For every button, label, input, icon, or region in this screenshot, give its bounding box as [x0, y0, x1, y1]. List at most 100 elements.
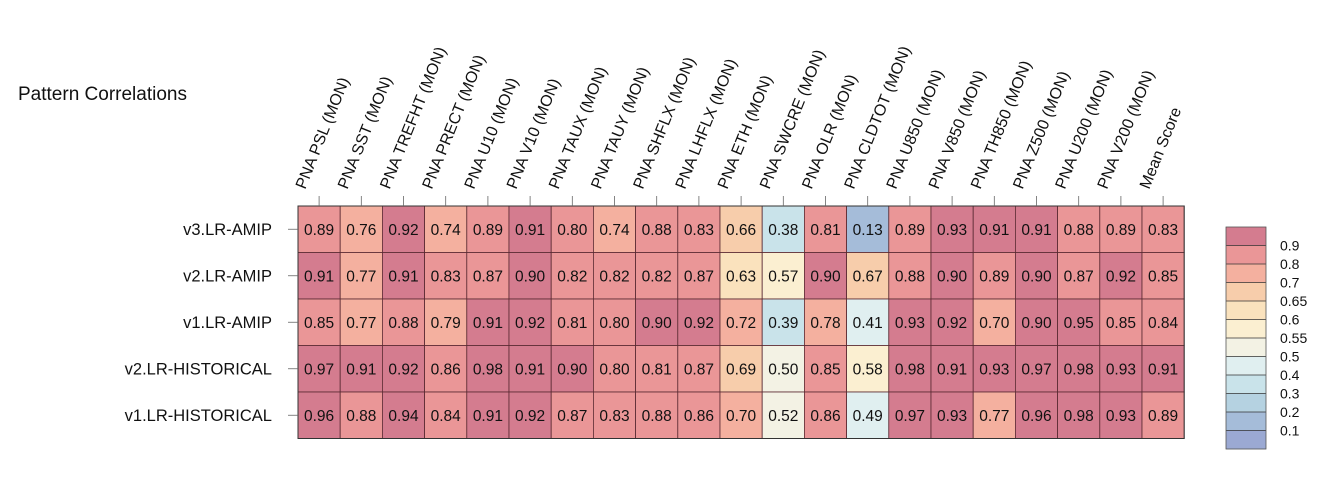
- cell-value-label: 0.91: [1148, 361, 1178, 378]
- heatmap-cell: [846, 345, 890, 393]
- heatmap-cells: 0.89 0.76 0.92 0.74 0.89 0.91 0.80 0.74 0.88 0.83…: [297, 205, 1185, 439]
- cell-value-label: 0.80: [599, 315, 630, 332]
- cell-value-label: 0.92: [515, 315, 545, 332]
- colorbar-tick-label: 0.8: [1280, 256, 1300, 272]
- cell-value-label: 0.50: [768, 361, 799, 378]
- cell-value-label: 0.93: [1106, 361, 1136, 378]
- cell-value-label: 0.93: [979, 361, 1009, 378]
- cell-value-label: 0.83: [431, 268, 461, 285]
- cell-value-label: 0.91: [473, 408, 503, 425]
- colorbar-tick-label: 0.5: [1280, 349, 1300, 365]
- heatmap-cell: [930, 252, 974, 300]
- cell-value-label: 0.91: [1021, 222, 1051, 239]
- cell-value-label: 0.81: [810, 222, 840, 239]
- row-label: v1.LR-AMIP: [183, 314, 272, 332]
- cell-value-label: 0.67: [853, 268, 883, 285]
- heatmap-cell: [508, 252, 552, 300]
- cell-value-label: 0.85: [1148, 268, 1178, 285]
- cell-value-label: 0.92: [388, 361, 418, 378]
- cell-value-label: 0.82: [599, 268, 629, 285]
- heatmap-cell: [846, 298, 890, 346]
- cell-value-label: 0.89: [979, 268, 1009, 285]
- heatmap-cell: [804, 252, 848, 300]
- row-label: v2.LR-AMIP: [183, 267, 272, 285]
- cell-value-label: 0.85: [304, 315, 334, 332]
- heatmap-cell: [677, 391, 721, 439]
- heatmap-cell: [846, 391, 890, 439]
- colorbar-tick-label: 0.3: [1280, 386, 1300, 402]
- cell-value-label: 0.38: [768, 222, 798, 239]
- cell-value-label: 0.86: [431, 361, 461, 378]
- cell-value-label: 0.87: [684, 268, 714, 285]
- cell-value-label: 0.91: [346, 361, 376, 378]
- cell-value-label: 0.90: [1021, 315, 1052, 332]
- heatmap-cell: [593, 298, 637, 346]
- cell-value-label: 0.96: [1021, 408, 1051, 425]
- heatmap-cell: [719, 252, 763, 300]
- colorbar-swatch: [1226, 412, 1266, 431]
- colorbar-swatch: [1226, 245, 1266, 265]
- heatmap-cell: [339, 298, 383, 346]
- cell-value-label: 0.88: [642, 222, 672, 239]
- heatmap-cell: [297, 391, 341, 439]
- heatmap-cell: [719, 391, 763, 439]
- colorbar: 0.9 0.8 0.7 0.65 0.6 0.55 0.5 0.4 0.3 0.2 0.1: [1225, 226, 1307, 450]
- cell-value-label: 0.85: [1106, 315, 1136, 332]
- cell-value-label: 0.91: [979, 222, 1009, 239]
- heatmap-cell: [424, 298, 468, 346]
- cell-value-label: 0.83: [1148, 222, 1178, 239]
- cell-value-label: 0.83: [684, 222, 714, 239]
- cell-value-label: 0.79: [431, 315, 461, 332]
- colorbar-swatch: [1226, 282, 1266, 302]
- heatmap-cell: [804, 391, 848, 439]
- cell-value-label: 0.76: [346, 222, 376, 239]
- heatmap-cell: [1099, 298, 1143, 346]
- cell-value-label: 0.63: [726, 268, 756, 285]
- cell-value-label: 0.90: [515, 268, 546, 285]
- cell-value-label: 0.66: [726, 222, 756, 239]
- colorbar-swatch: [1226, 375, 1266, 394]
- cell-value-label: 0.49: [853, 408, 883, 425]
- cell-value-label: 0.41: [853, 315, 883, 332]
- cell-value-label: 0.97: [895, 408, 925, 425]
- heatmap-cell: [930, 391, 974, 439]
- heatmap-cell: [339, 345, 383, 393]
- heatmap-cell: [846, 205, 890, 253]
- colorbar-tick-label: 0.2: [1280, 404, 1300, 420]
- cell-value-label: 0.92: [1106, 268, 1136, 285]
- heatmap-cell: [677, 252, 721, 300]
- cell-value-label: 0.92: [388, 222, 418, 239]
- heatmap-cell: [719, 205, 763, 253]
- cell-value-label: 0.90: [937, 268, 968, 285]
- heatmap-cell: [804, 345, 848, 393]
- cell-value-label: 0.87: [473, 268, 503, 285]
- cell-value-label: 0.80: [557, 222, 588, 239]
- heatmap-cell: [1057, 391, 1101, 439]
- cell-value-label: 0.87: [557, 408, 587, 425]
- cell-value-label: 0.74: [431, 222, 462, 239]
- heatmap-cell: [888, 205, 932, 253]
- heatmap-cell: [508, 345, 552, 393]
- cell-value-label: 0.58: [853, 361, 883, 378]
- cell-value-label: 0.52: [768, 408, 798, 425]
- colorbar-swatch: [1226, 319, 1266, 339]
- cell-value-label: 0.89: [473, 222, 503, 239]
- cell-value-label: 0.13: [853, 222, 883, 239]
- cell-value-label: 0.86: [810, 408, 840, 425]
- cell-value-label: 0.84: [1148, 315, 1179, 332]
- heatmap-cell: [972, 298, 1016, 346]
- heatmap-cell: [297, 345, 341, 393]
- colorbar-swatch: [1226, 356, 1266, 376]
- cell-value-label: 0.89: [304, 222, 334, 239]
- cell-value-label: 0.88: [346, 408, 376, 425]
- colorbar-swatch: [1226, 227, 1266, 246]
- cell-value-label: 0.39: [768, 315, 798, 332]
- cell-value-label: 0.93: [937, 222, 967, 239]
- heatmap-cell: [550, 252, 594, 300]
- cell-value-label: 0.92: [684, 315, 714, 332]
- cell-value-label: 0.72: [726, 315, 756, 332]
- cell-value-label: 0.93: [1106, 408, 1136, 425]
- colorbar-swatch: [1226, 264, 1266, 283]
- row-label: v2.LR-HISTORICAL: [125, 360, 272, 378]
